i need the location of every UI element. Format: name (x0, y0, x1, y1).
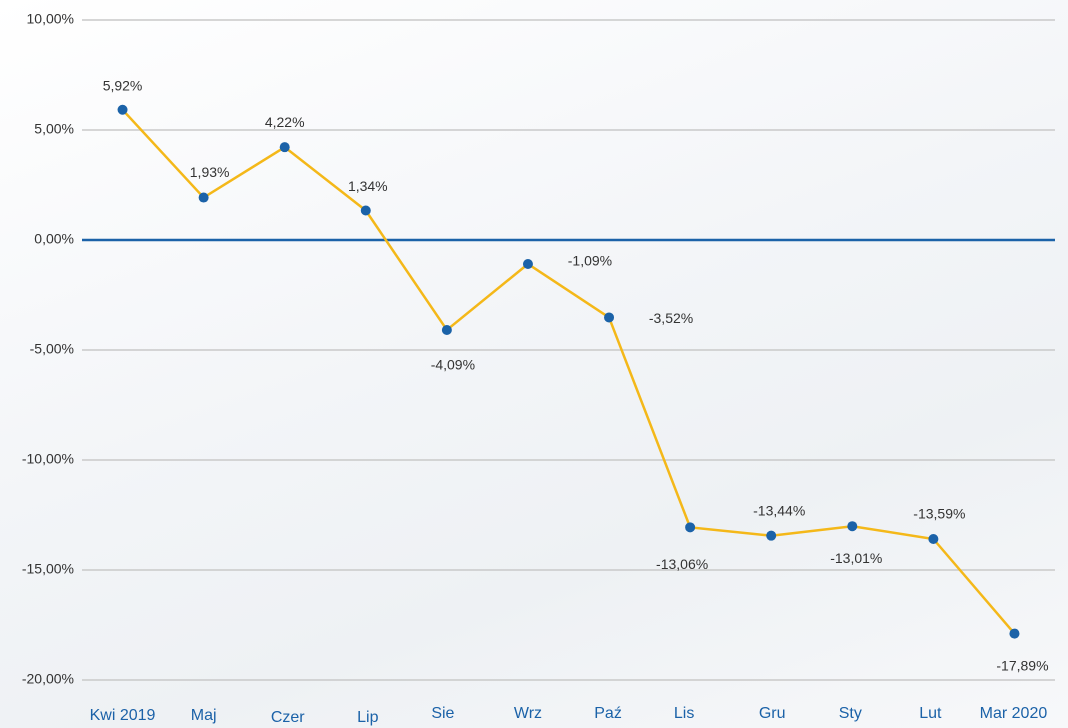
data-label: 1,34% (348, 178, 388, 194)
data-label: -13,01% (830, 550, 882, 566)
x-tick-label: Mar 2020 (980, 705, 1048, 722)
y-tick-label: -15,00% (22, 561, 74, 577)
y-tick-label: 0,00% (34, 231, 74, 247)
data-point (766, 531, 776, 541)
x-tick-label: Sie (431, 705, 454, 722)
x-tick-label: Sty (839, 705, 862, 722)
x-tick-label: Czer (271, 709, 305, 726)
data-label: 1,93% (190, 164, 230, 180)
x-tick-label: Kwi 2019 (90, 707, 156, 724)
data-point (280, 142, 290, 152)
data-point (118, 105, 128, 115)
y-tick-label: -5,00% (30, 341, 74, 357)
data-point (199, 193, 209, 203)
x-tick-label: Lis (674, 705, 694, 722)
y-tick-label: 10,00% (27, 11, 74, 27)
data-label: -1,09% (568, 253, 612, 269)
data-point (1009, 629, 1019, 639)
data-label: -4,09% (431, 357, 475, 373)
data-label: -17,89% (996, 657, 1048, 673)
x-tick-label: Lip (357, 709, 378, 726)
x-tick-label: Gru (759, 705, 786, 722)
x-tick-label: Maj (191, 707, 217, 724)
y-tick-label: -20,00% (22, 671, 74, 687)
data-point (523, 259, 533, 269)
data-point (442, 325, 452, 335)
data-label: -3,52% (649, 310, 693, 326)
x-tick-label: Paź (594, 705, 622, 722)
x-tick-label: Wrz (514, 705, 542, 722)
data-label: 5,92% (103, 77, 143, 93)
data-point (928, 534, 938, 544)
data-point (604, 312, 614, 322)
chart: -20,00% -15,00% -10,00% -5,00% 0,00% 5,00% 10,… (0, 0, 1068, 728)
data-point (361, 206, 371, 216)
data-label: -13,44% (753, 502, 805, 518)
data-label: -13,06% (656, 556, 708, 572)
data-label: 4,22% (265, 114, 305, 130)
x-tick-label: Lut (919, 705, 942, 722)
y-tick-label: 5,00% (34, 121, 74, 137)
data-point (847, 521, 857, 531)
y-tick-label: -10,00% (22, 451, 74, 467)
data-label: -13,59% (913, 506, 965, 522)
data-point (685, 522, 695, 532)
